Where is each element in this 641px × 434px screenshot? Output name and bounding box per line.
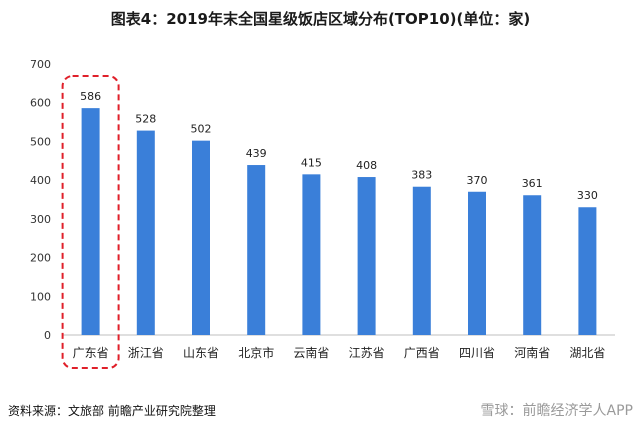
bar	[468, 191, 486, 335]
x-tick-label: 湖北省	[569, 345, 605, 360]
data-label: 439	[246, 147, 267, 160]
x-tick-label: 北京市	[238, 345, 274, 360]
watermark: 雪球：前瞻经济学人APP	[480, 403, 633, 419]
x-tick-label: 浙江省	[128, 346, 164, 360]
y-tick-label: 100	[30, 290, 51, 303]
x-tick-label: 江苏省	[349, 346, 385, 360]
x-tick-label: 广西省	[404, 346, 440, 360]
data-label: 415	[301, 156, 322, 169]
bar	[302, 174, 321, 335]
data-label: 502	[191, 123, 212, 136]
chart-title: 图表4：2019年末全国星级饭店区域分布(TOP10)(单位：家)	[110, 10, 531, 28]
data-label: 383	[411, 169, 432, 182]
y-tick-label: 200	[30, 252, 51, 265]
data-label: 586	[80, 90, 101, 103]
bar	[523, 195, 542, 335]
x-tick-label: 山东省	[183, 346, 219, 360]
bar	[136, 130, 155, 335]
y-tick-label: 700	[30, 58, 51, 71]
data-label: 408	[356, 159, 377, 172]
data-label: 370	[467, 174, 488, 187]
bars	[81, 108, 597, 336]
data-label: 330	[577, 189, 598, 202]
bar	[81, 108, 100, 336]
y-tick-label: 500	[30, 135, 51, 148]
x-tick-label: 河南省	[514, 345, 550, 360]
data-label: 361	[522, 177, 543, 190]
bar	[192, 140, 210, 335]
x-tick-label: 四川省	[459, 346, 495, 360]
data-labels: 586 528 502 439 415 408 383 370 361 330	[80, 90, 598, 202]
y-tick-label: 0	[44, 329, 51, 342]
bar	[578, 207, 597, 335]
x-tick-label: 广东省	[73, 346, 109, 360]
y-tick-label: 300	[30, 213, 51, 226]
bar	[412, 186, 431, 335]
x-tick-label: 云南省	[293, 345, 329, 360]
bar	[357, 177, 376, 335]
bar	[247, 165, 266, 335]
source-note: 资料来源：文旅部 前瞻产业研究院整理	[8, 404, 216, 418]
y-tick-label: 600	[30, 97, 51, 110]
data-label: 528	[135, 113, 156, 126]
y-tick-label: 400	[30, 174, 51, 187]
y-axis: 0 100 200 300 400 500 600 700	[30, 58, 615, 342]
x-axis: 广东省 浙江省 山东省 北京市 云南省 江苏省 广西省 四川省 河南省 湖北省	[73, 345, 606, 360]
